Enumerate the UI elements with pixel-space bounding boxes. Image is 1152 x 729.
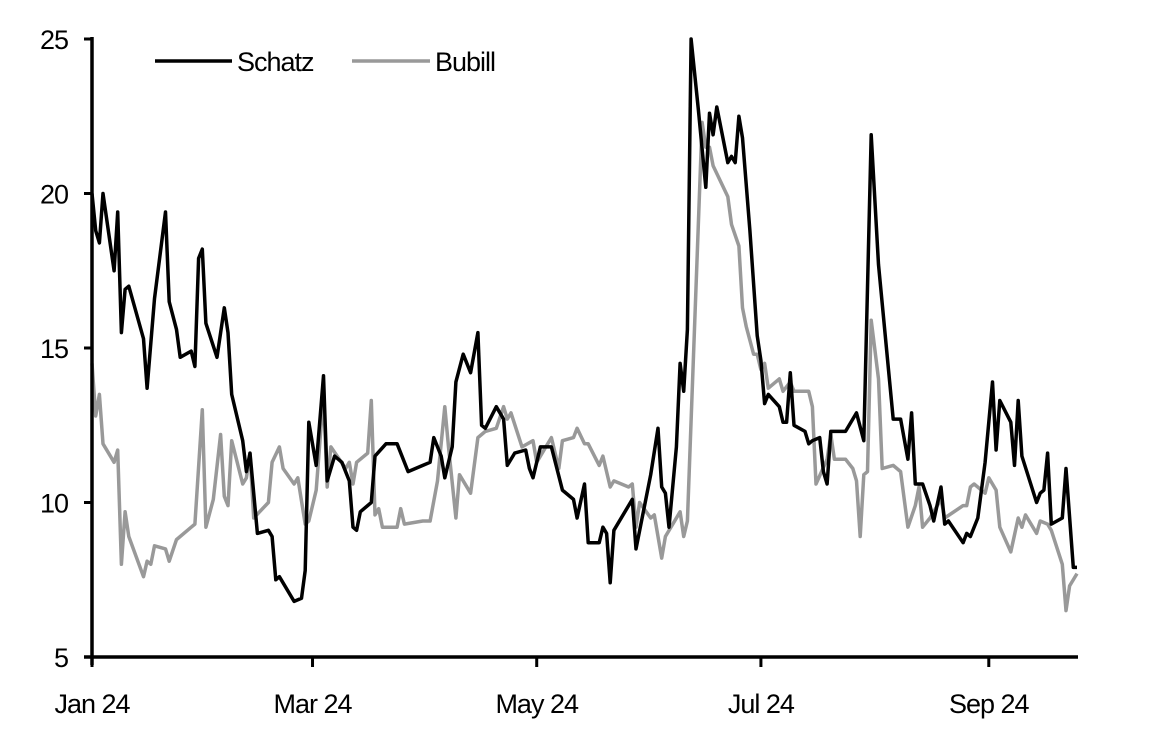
x-tick-label: Sep 24: [949, 689, 1030, 719]
y-axis-ticks: 5 10 15 20 25: [40, 25, 92, 673]
y-tick-label: 20: [40, 180, 68, 210]
series-schatz: [90, 37, 1078, 604]
x-tick-label: May 24: [495, 689, 579, 719]
series-line-bubill: [90, 120, 1079, 613]
y-tick-label: 10: [40, 489, 68, 519]
x-tick-label: Mar 24: [273, 689, 352, 719]
legend-label-schatz: Schatz: [237, 47, 314, 77]
y-tick-label: 15: [40, 334, 68, 364]
series-line-schatz: [90, 37, 1077, 604]
legend-label-bubill: Bubill: [435, 47, 495, 77]
legend: Schatz Bubill: [155, 47, 496, 77]
x-tick-label: Jul 24: [728, 689, 795, 719]
series-layer: [90, 37, 1079, 613]
series-bubill: [90, 120, 1079, 613]
y-tick-label: 25: [40, 25, 68, 55]
x-axis-ticks: Jan 24 Mar 24 May 24 Jul 24 Sep 24: [54, 657, 1031, 719]
y-tick-label: 5: [54, 643, 68, 673]
x-tick-label: Jan 24: [54, 689, 130, 719]
